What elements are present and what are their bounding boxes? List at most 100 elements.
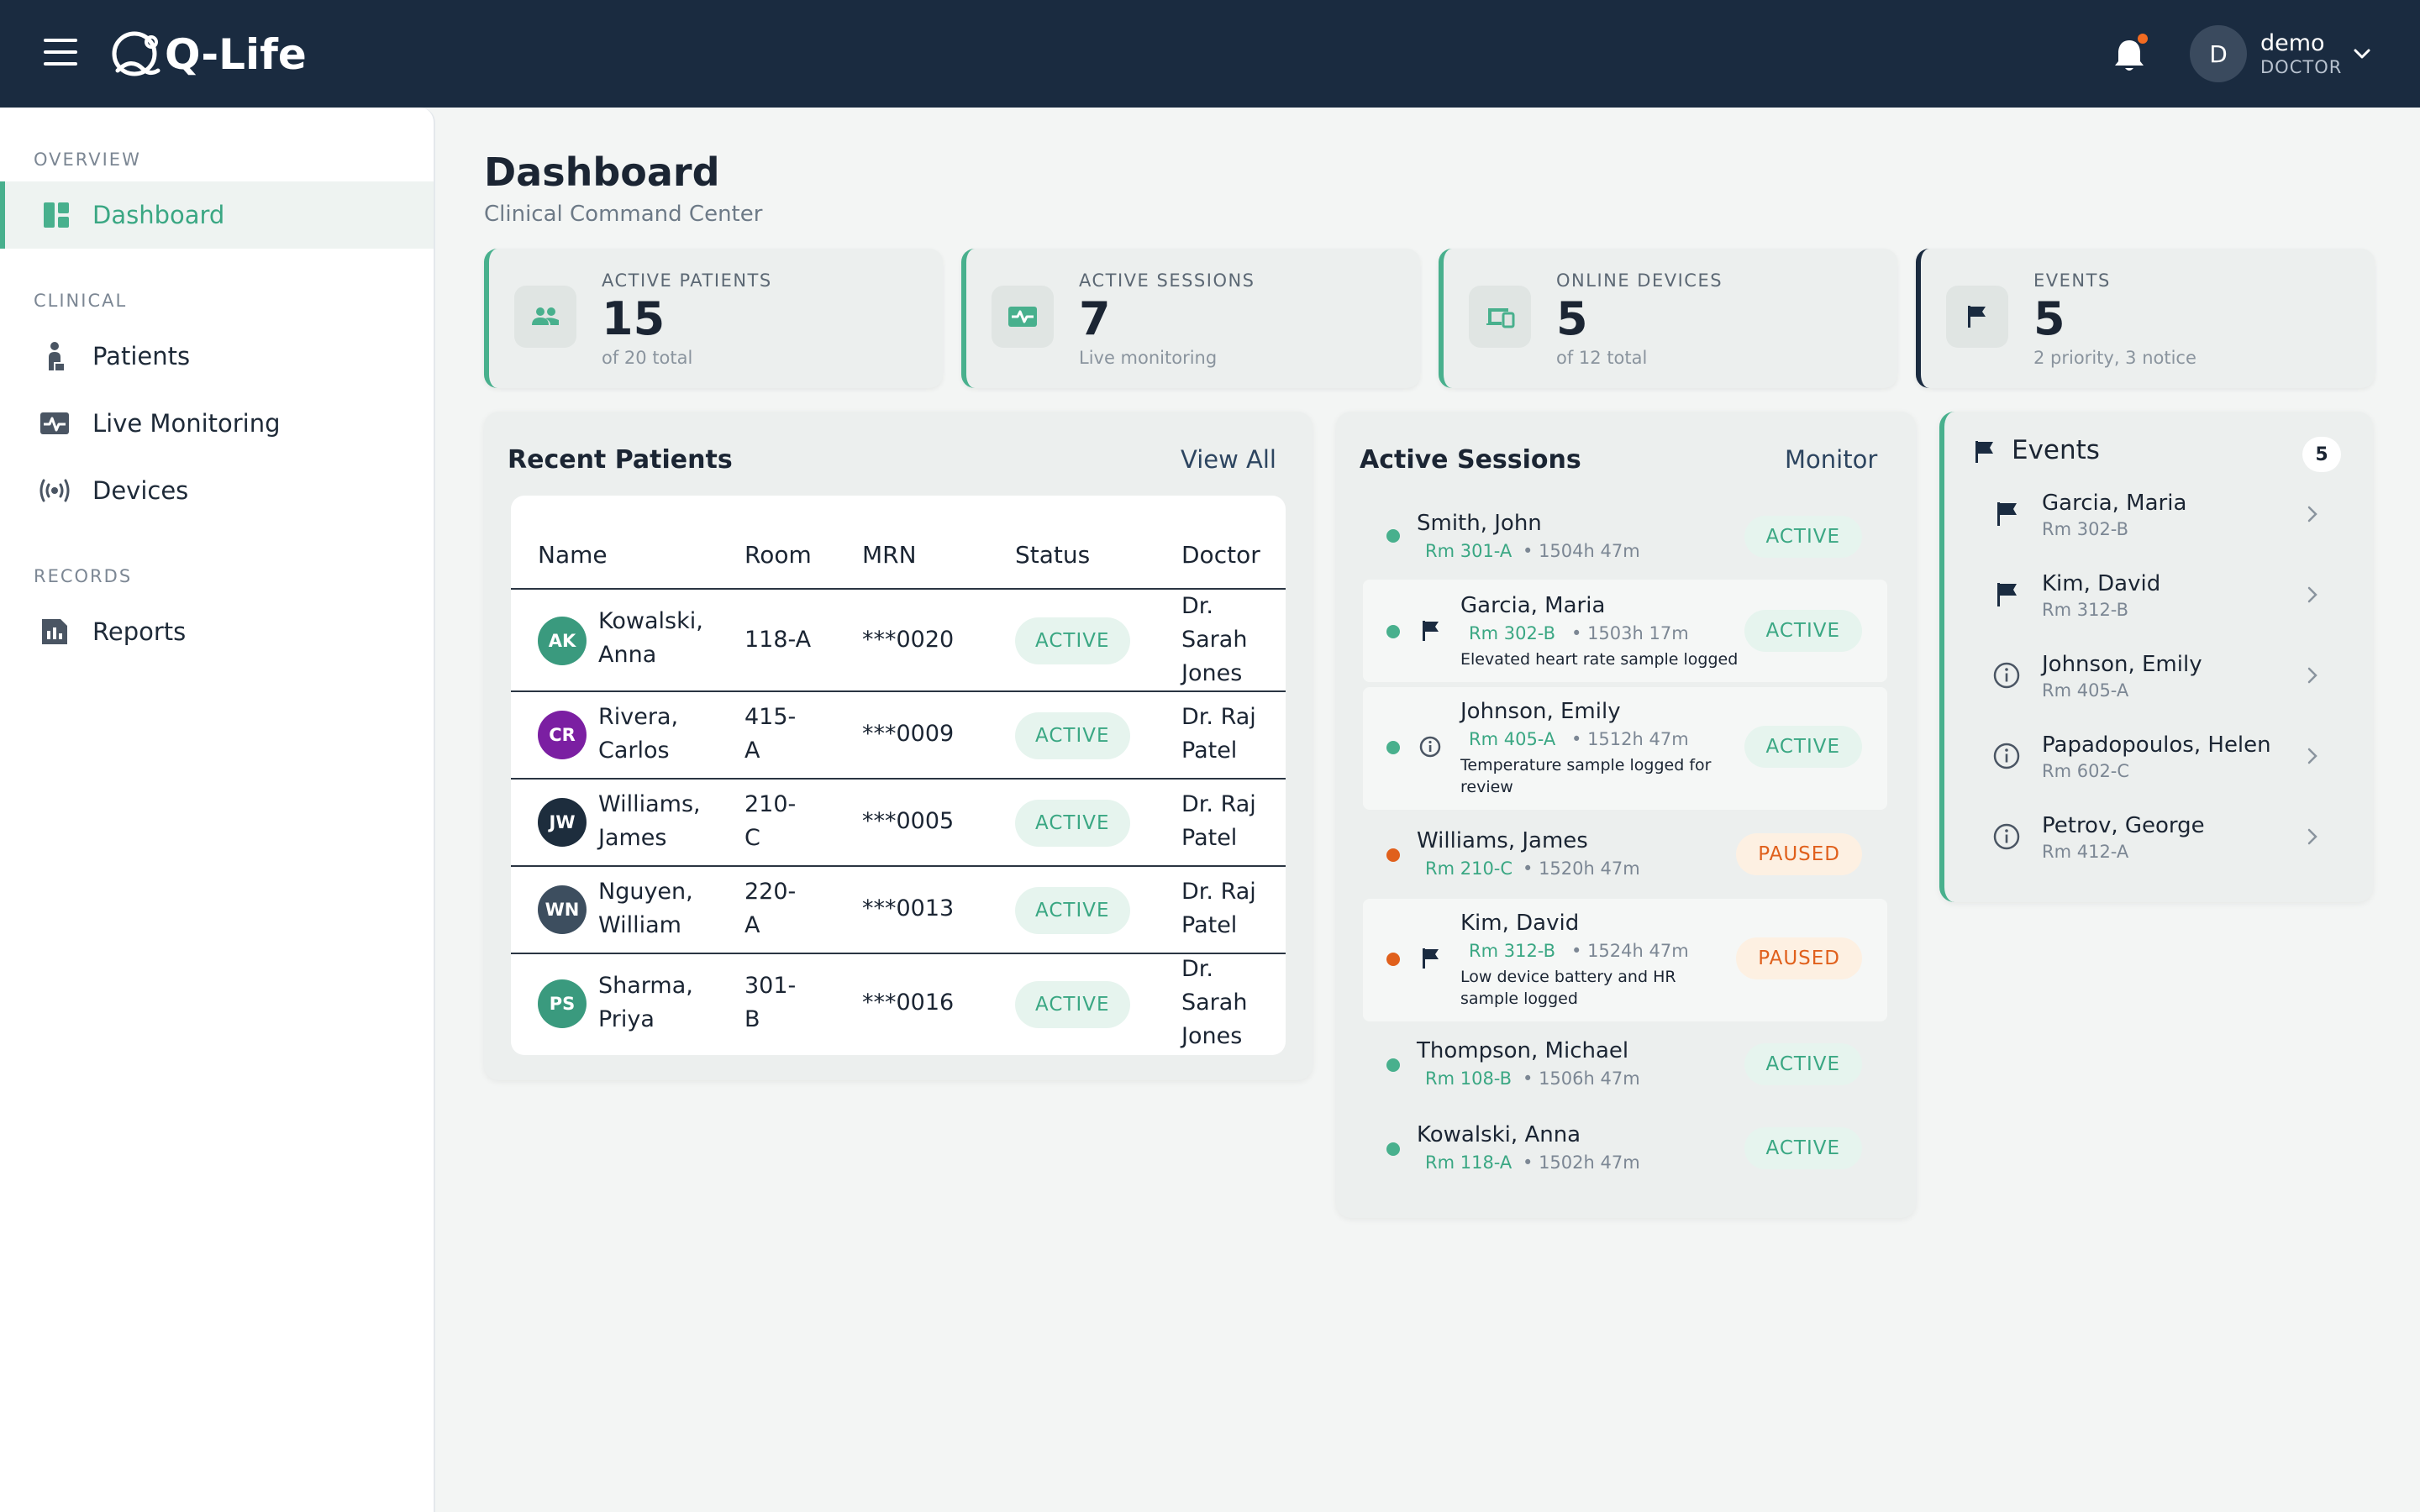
event-item[interactable]: Garcia, Maria Rm 302-B [1991,491,2328,558]
stat-card-active-patients[interactable]: ACTIVE PATIENTS 15 of 20 total [484,249,943,388]
page-title: Dashboard [484,150,720,195]
stat-value: 15 [602,292,666,345]
avatar: PS [538,979,587,1028]
app-logo[interactable]: Q-Life [106,25,307,84]
room: 220- [744,879,797,905]
column-header[interactable]: Status [1015,541,1091,569]
status-dot [1386,1058,1400,1072]
table-row[interactable]: AK Kowalski, Anna 118-A ***0020 ACTIVE Dr… [511,590,1286,692]
status-badge: PAUSED [1736,937,1862,979]
column-header[interactable]: Room [744,541,812,569]
column-header[interactable]: Doctor [1181,541,1260,569]
patient-name: Nguyen, [598,879,693,905]
doctor: Sarah [1181,990,1248,1016]
column-header[interactable]: Name [538,541,608,569]
monitor-link[interactable]: Monitor [1785,445,1878,474]
event-item[interactable]: Kim, David Rm 312-B [1991,571,2328,638]
doctor: Dr. Raj [1181,879,1256,905]
session-row[interactable]: Williams, James Rm 210-C • 1520h 47m PAU… [1363,815,1887,895]
sidebar-item-live-monitoring[interactable]: Live Monitoring [0,390,434,457]
session-row[interactable]: Smith, John Rm 301-A • 1504h 47m ACTIVE [1363,499,1887,580]
patients-table: Name Room MRN Status Doctor AK Kowalski,… [511,496,1286,1055]
doctor: Dr. Raj [1181,704,1256,730]
session-patient-name: Williams, James [1417,828,1588,853]
table-row[interactable]: JW Williams, James 210- C ***0005 ACTIVE D… [511,780,1286,867]
session-patient-name: Smith, John [1417,511,1542,536]
session-row[interactable]: Thompson, Michael Rm 108-B • 1506h 47m A… [1363,1026,1887,1107]
session-note: Low device battery and HR sample logged [1460,968,1676,1008]
flag-icon [1968,306,1986,328]
view-all-link[interactable]: View All [1181,445,1276,474]
table-row[interactable]: PS Sharma, Priya 301- B ***0016 ACTIVE Dr.… [511,954,1286,1055]
sidebar-item-patients[interactable]: Patients [0,323,434,390]
patient-name: Carlos [598,738,670,764]
sidebar-item-devices[interactable]: Devices [0,457,434,524]
user-role: DOCTOR [2260,57,2343,77]
session-duration: • 1504h 47m [1523,541,1640,561]
event-item[interactable]: Petrov, George Rm 412-A [1991,813,2328,880]
logo-mark-icon [112,31,160,76]
sidebar [0,108,435,1512]
room: 415- [744,704,797,730]
sidebar-item-reports[interactable]: Reports [0,598,434,665]
chevron-down-icon[interactable] [2351,44,2373,64]
status-badge: ACTIVE [1744,1127,1862,1169]
session-room: Rm 108-B [1425,1068,1512,1089]
room: 118-A [744,627,812,653]
room: 210- [744,791,797,817]
user-avatar[interactable]: D [2190,25,2247,82]
user-name[interactable]: demo [2260,30,2325,56]
session-note: Elevated heart rate sample logged [1460,650,1739,669]
session-row[interactable]: Kim, David Rm 312-B • 1524h 47m Low devi… [1363,899,1887,1021]
patient-name: Kowalski, [598,608,703,634]
session-row[interactable]: Kowalski, Anna Rm 118-A • 1502h 47m ACTI… [1363,1110,1887,1191]
notification-dot [2138,34,2148,44]
sidebar-item-label: Reports [92,617,187,646]
events-count-badge: 5 [2302,437,2341,472]
info-icon [1993,662,2020,689]
patient-name: William [598,912,681,938]
section-clinical: CLINICAL [34,291,128,311]
session-patient-name: Kim, David [1460,911,1580,936]
chevron-right-icon [2307,748,2317,764]
event-patient-name: Garcia, Maria [2042,491,2187,516]
sidebar-item-dashboard[interactable]: Dashboard [0,181,434,249]
status-badge: ACTIVE [1015,887,1130,934]
flag-icon [1423,621,1439,641]
event-room: Rm 602-C [2042,761,2130,781]
session-room: Rm 302-B [1469,623,1556,643]
room: A [744,912,760,938]
patient-name: Sharma, [598,973,693,999]
chevron-right-icon [2307,506,2317,522]
hamburger-icon[interactable] [44,39,77,69]
session-row[interactable]: Johnson, Emily Rm 405-A • 1512h 47m Temp… [1363,687,1887,810]
session-note: Temperature sample logged for review [1460,756,1712,796]
table-row[interactable]: CR Rivera, Carlos 415- A ***0009 ACTIVE Dr… [511,692,1286,780]
event-patient-name: Petrov, George [2042,813,2205,838]
event-item[interactable]: Papadopoulos, Helen Rm 602-C [1991,732,2328,800]
flag-icon [1423,948,1439,969]
status-dot [1386,1142,1400,1156]
event-item[interactable]: Johnson, Emily Rm 405-A [1991,652,2328,719]
section-overview: OVERVIEW [34,150,141,170]
stat-sub: 2 priority, 3 notice [2033,348,2196,368]
info-icon [1993,743,2020,769]
bell-icon[interactable] [2107,34,2151,77]
session-room: Rm 301-A [1425,541,1512,561]
patient-name: Priya [598,1006,655,1032]
session-duration: • 1524h 47m [1571,941,1689,961]
stat-card-online-devices[interactable]: ONLINE DEVICES 5 of 12 total [1439,249,1897,388]
status-badge: ACTIVE [1015,981,1130,1028]
stat-card-active-sessions[interactable]: ACTIVE SESSIONS 7 Live monitoring [961,249,1420,388]
table-row[interactable]: WN Nguyen, William 220- A ***0013 ACTIVE D… [511,867,1286,954]
session-duration: • 1506h 47m [1523,1068,1640,1089]
dashboard-icon [44,202,69,228]
app-name: Q-Life [165,30,307,79]
stat-card-events[interactable]: EVENTS 5 2 priority, 3 notice [1916,249,2375,388]
flag-icon [1997,502,2017,526]
column-header[interactable]: MRN [862,541,917,569]
event-patient-name: Papadopoulos, Helen [2042,732,2271,758]
people-icon [532,307,559,325]
session-row[interactable]: Garcia, Maria Rm 302-B • 1503h 17m Eleva… [1363,580,1887,682]
chevron-right-icon [2307,828,2317,845]
